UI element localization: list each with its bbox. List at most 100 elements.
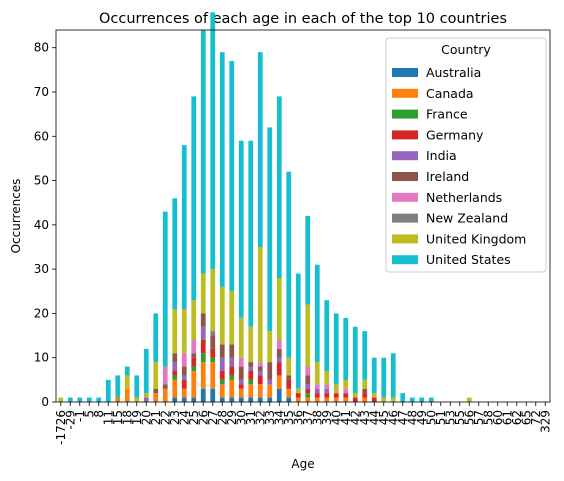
bar-segment-india-26 [200, 326, 206, 340]
x-tick-label: 41 [339, 410, 353, 425]
bar-segment-germany-38 [314, 393, 320, 398]
bar-segment-canada-27 [210, 362, 216, 389]
bar-segment-united-kingdom-19 [134, 397, 140, 402]
bar-segment-united-kingdom-29 [229, 291, 235, 345]
legend-swatch-united-kingdom [392, 234, 418, 244]
bar-segment-canada-43 [362, 397, 368, 402]
bar-segment-ireland-32 [257, 366, 263, 371]
bar-segment-india-31 [248, 366, 254, 371]
bar-segment-united-states-18 [124, 366, 130, 376]
bar-segment-united-states-50 [428, 397, 434, 402]
bar-segment-united-states-26 [200, 30, 206, 274]
bar-segment-india-20 [143, 397, 149, 402]
x-tick-label: 32 [253, 410, 267, 425]
bar-segment-india-29 [229, 357, 235, 367]
bar-segment-canada-31 [248, 384, 254, 398]
bar-segment-united-kingdom-34 [276, 278, 282, 340]
plot-frame [55, 29, 551, 403]
x-tick-label: 48 [405, 410, 419, 425]
legend-box [385, 37, 547, 273]
bar-segment-united-kingdom-25 [191, 300, 197, 340]
bar-segment-canada-21 [153, 393, 159, 402]
bar-segment-ireland-26 [200, 313, 206, 327]
bar-segment-canada-15 [115, 397, 121, 402]
bar-segment-united-states-46 [390, 353, 396, 398]
x-tick-label: 18 [120, 410, 134, 425]
x-tick-label: 24 [177, 410, 191, 425]
bar-segment-netherlands-37 [305, 366, 311, 376]
bar-segment-united-kingdom-38 [314, 362, 320, 385]
y-axis-label: Occurrences [9, 179, 23, 254]
bar-segment-united-kingdom-28 [219, 286, 225, 345]
legend-swatch-new-zealand [392, 213, 418, 223]
bar-segment-united-kingdom-24 [181, 309, 187, 354]
bar-segment-united-states-5 [86, 397, 92, 402]
bar-segment-france-37 [305, 393, 311, 398]
x-tick-label: 55 [453, 410, 467, 425]
x-tick-label: 30 [234, 410, 248, 425]
bar-segment-united-states-40 [333, 313, 339, 385]
y-tick-label: 60 [34, 129, 49, 143]
bar-segment-united-states-28 [219, 52, 225, 287]
bar-segment-united-states-47 [400, 393, 406, 402]
bar-segment-united-states-23 [172, 198, 178, 309]
bar-segment-canada-28 [219, 384, 225, 398]
legend-label-united-states: United States [426, 252, 511, 267]
legend-label-netherlands: Netherlands [426, 190, 502, 205]
x-tick-label: 20 [139, 410, 153, 425]
legend-label-ireland: Ireland [426, 169, 469, 184]
bar-segment-australia-29 [229, 397, 235, 402]
bar-segment-canada-29 [229, 379, 235, 398]
bar-segment-united-states-33 [267, 127, 273, 332]
bar-segment-australia-30 [238, 397, 244, 402]
bar-segment-india-34 [276, 357, 282, 363]
bar-segment-united-kingdom-37 [305, 304, 311, 367]
bar-segment-germany-32 [257, 375, 263, 385]
legend-label-india: India [426, 148, 457, 163]
legend-items: Australia Canada France Germany India Ireland… [392, 65, 526, 267]
bar-segment-ireland-35 [286, 375, 292, 380]
x-tick-label: 8 [92, 410, 106, 418]
x-tick-label: 42 [348, 410, 362, 425]
x-tick-label: -1 [73, 410, 87, 422]
x-tick-label: 36 [291, 410, 305, 425]
bar-segment-india-28 [219, 357, 225, 371]
legend-swatch-netherlands [392, 192, 418, 202]
x-tick-label: 5 [82, 410, 96, 418]
bar-segment-united-kingdom-35 [286, 357, 292, 376]
bar-segment-united-kingdom-56 [466, 397, 472, 402]
legend-swatch-canada [392, 88, 418, 98]
x-tick-label: 53 [443, 410, 457, 425]
bar-segment-india-23 [172, 362, 178, 371]
legend-label-france: France [426, 107, 468, 122]
bar-segment-united-states-20 [143, 348, 149, 394]
bar-segment-france-27 [210, 357, 216, 363]
bar-segment-canada-38 [314, 397, 320, 402]
x-tick-label: 40 [329, 410, 343, 425]
bar-segment-united-states-44 [371, 357, 377, 394]
bar-segment-ireland-31 [248, 362, 254, 367]
bars-group [58, 12, 472, 402]
bar-segment-netherlands-22 [162, 366, 168, 385]
x-tick-label: 33 [263, 410, 277, 425]
bar-segment-united-kingdom-26 [200, 273, 206, 314]
bar-segment-united-kingdom-18 [124, 375, 130, 389]
bar-segment-ireland-34 [276, 348, 282, 358]
bar-segment-united-kingdom-41 [343, 379, 349, 389]
bar-segment-france-23 [172, 375, 178, 380]
bar-segment-united-kingdom-40 [333, 384, 339, 394]
bar-segment-united-states-24 [181, 145, 187, 309]
bar-segment-canada-24 [181, 388, 187, 398]
bar-segment-united-states-22 [162, 211, 168, 367]
legend-label-australia: Australia [426, 65, 481, 80]
x-tick-label: 58 [481, 410, 495, 425]
bar-segment-germany-42 [352, 397, 358, 402]
bar-segment-united-states-38 [314, 264, 320, 363]
x-tick-label: 65 [519, 410, 533, 425]
legend: Country Australia Canada France Germany Indi… [385, 37, 547, 273]
x-tick-label: 329 [538, 410, 552, 433]
bar-segment-united-states-15 [115, 375, 121, 398]
y-tick-label: 50 [34, 174, 49, 188]
bar-segment-canada-35 [286, 388, 292, 398]
